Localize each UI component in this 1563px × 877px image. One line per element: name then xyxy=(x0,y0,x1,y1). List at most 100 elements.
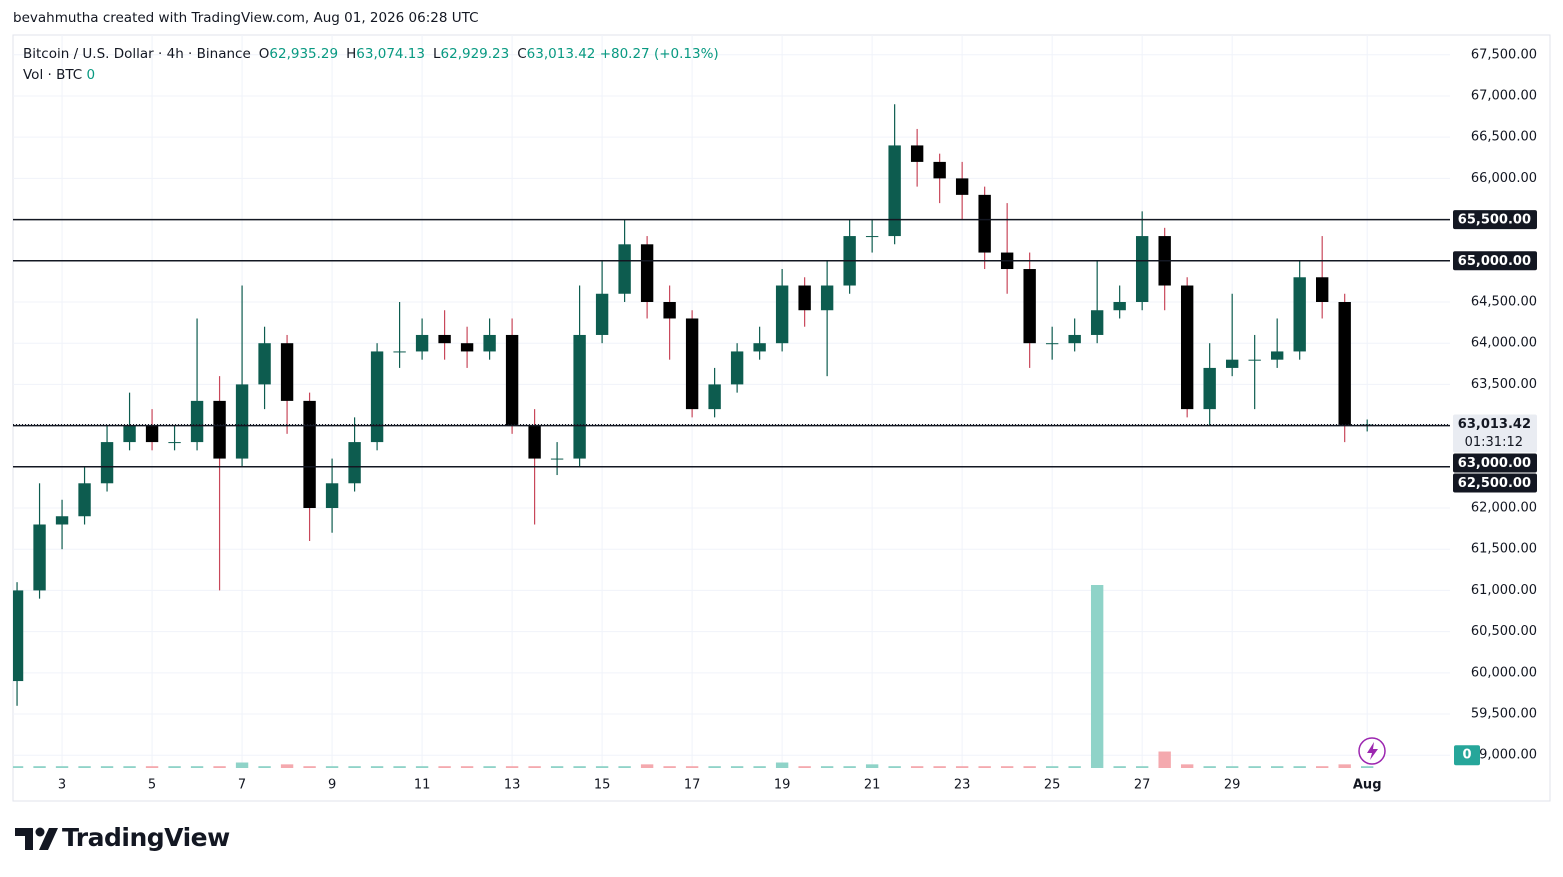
plot-area xyxy=(13,35,1450,768)
candle-body xyxy=(303,400,316,509)
volume-bar xyxy=(1315,766,1329,768)
symbol-title: Bitcoin / U.S. Dollar · 4h · Binance xyxy=(23,46,251,62)
candle-body xyxy=(370,351,384,443)
x-tick-label: 21 xyxy=(864,778,881,793)
candle-body xyxy=(775,285,789,344)
candle-body xyxy=(348,442,361,484)
hline-label: 62,500.00 xyxy=(1458,476,1531,491)
candle-body xyxy=(820,285,834,311)
volume-bar xyxy=(303,766,316,768)
y-tick-label: 59,500.00 xyxy=(1471,707,1537,722)
volume-bar xyxy=(1023,766,1036,768)
header: bevahmutha created with TradingView.com,… xyxy=(13,10,479,26)
ohlc-value: 62,929.23 xyxy=(440,46,510,62)
candle-body xyxy=(33,524,46,591)
candle-body xyxy=(528,425,541,459)
candle-body xyxy=(145,425,159,443)
volume-value: 0 xyxy=(86,67,96,83)
volume-bar xyxy=(865,764,879,768)
y-tick-label: 67,000.00 xyxy=(1471,88,1537,103)
candle-body xyxy=(753,343,766,352)
candle-body xyxy=(1293,277,1306,352)
replay-icon-bolt xyxy=(1367,742,1378,760)
volume-bar xyxy=(1225,766,1239,768)
volume-bar xyxy=(325,766,339,768)
volume-bar xyxy=(235,762,249,768)
candle-body xyxy=(1248,359,1261,361)
legend-row: Bitcoin / U.S. Dollar · 4h · Binance O62,… xyxy=(23,44,719,65)
volume-bar xyxy=(618,766,631,768)
y-tick-label: 59,000.00 xyxy=(1471,748,1537,763)
ohlc-key: H xyxy=(346,46,357,62)
volume-bar xyxy=(1180,764,1194,768)
candle-body xyxy=(595,293,609,335)
volume-bar xyxy=(1090,585,1104,768)
brand: TradingView xyxy=(62,823,230,852)
volume-bar xyxy=(438,766,451,768)
volume-bar xyxy=(573,766,586,768)
candle-body xyxy=(618,244,631,294)
candle-body xyxy=(1045,343,1059,345)
candle-body xyxy=(13,590,24,682)
volume-bar xyxy=(483,766,496,768)
candle-body xyxy=(1270,351,1284,360)
candle-body xyxy=(190,400,204,443)
volume-bar xyxy=(393,766,406,768)
volume-bar xyxy=(168,766,181,768)
volume-bar xyxy=(685,766,699,768)
volume-bar xyxy=(730,766,744,768)
candle-body xyxy=(640,244,654,302)
volume-bar xyxy=(415,766,429,768)
candle-body xyxy=(888,145,901,237)
hline-label-box xyxy=(1453,453,1537,473)
volume-bar xyxy=(910,766,924,768)
x-tick-label: 13 xyxy=(504,778,521,793)
candle-body xyxy=(730,351,744,385)
y-tick-label: 64,000.00 xyxy=(1471,336,1537,351)
volume-bar xyxy=(123,766,136,768)
volume-bar xyxy=(1113,766,1126,768)
candle-body xyxy=(1338,301,1351,426)
candle-body xyxy=(258,343,271,385)
x-tick-label: 11 xyxy=(414,778,431,793)
y-tick-label: 66,000.00 xyxy=(1471,171,1537,186)
volume-badge-label: 0 xyxy=(1462,748,1471,763)
volume-bar xyxy=(843,766,856,768)
candle-body xyxy=(865,236,879,238)
volume-bar xyxy=(1000,766,1014,768)
y-tick-label: 61,500.00 xyxy=(1471,542,1537,557)
volume-bar xyxy=(1270,766,1284,768)
candle-body xyxy=(798,285,811,311)
x-tick-label: Aug xyxy=(1353,778,1382,793)
volume-bar xyxy=(955,766,969,768)
volume-label: Vol · BTC xyxy=(23,67,83,83)
hline-label-box xyxy=(1453,210,1537,230)
candle-body xyxy=(910,145,924,162)
y-tick-label: 63,500.00 xyxy=(1471,377,1537,392)
candle-body xyxy=(1023,269,1036,344)
volume-bar xyxy=(550,766,564,768)
y-tick-label: 60,500.00 xyxy=(1471,624,1537,639)
y-tick-label: 66,500.00 xyxy=(1471,130,1537,145)
volume-bar xyxy=(1293,766,1306,768)
volume-bar xyxy=(258,766,271,768)
volume-bar xyxy=(798,766,811,768)
volume-bar xyxy=(663,766,676,768)
ohlc-key: O xyxy=(258,46,270,62)
candle-body xyxy=(933,161,946,179)
candle-body xyxy=(663,301,676,319)
candle-body xyxy=(978,194,991,253)
ohlc: O62,935.29 H63,074.13 L62,929.23 C63,013.42 xyxy=(251,46,596,62)
x-tick-label: 7 xyxy=(238,778,246,793)
change: +80.27 (+0.13%) xyxy=(599,46,719,62)
volume-bar xyxy=(820,766,834,768)
hline-label: 65,500.00 xyxy=(1458,213,1531,228)
x-tick-label: 3 xyxy=(58,778,66,793)
candle-body xyxy=(460,343,474,352)
volume-bar xyxy=(505,766,519,768)
candle-body xyxy=(1315,277,1329,302)
volume-bar xyxy=(78,766,91,768)
y-tick-label: 61,000.00 xyxy=(1471,583,1537,598)
volume-bar xyxy=(1135,766,1149,768)
